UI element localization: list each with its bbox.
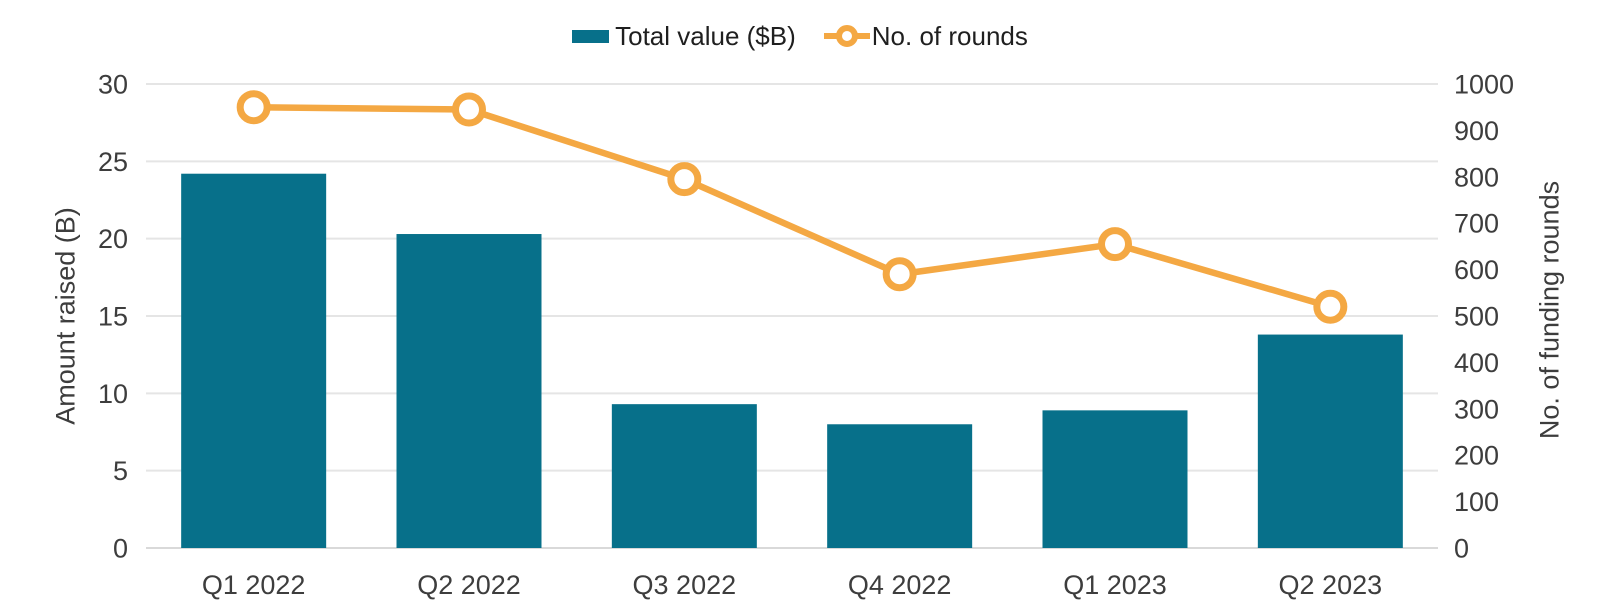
legend-item-rounds: No. of rounds <box>823 20 1028 52</box>
x-label-q3-2022: Q3 2022 <box>633 570 737 600</box>
x-label-q4-2022: Q4 2022 <box>848 570 952 600</box>
right-tick-label: 400 <box>1454 348 1499 378</box>
left-tick-label: 25 <box>98 147 128 177</box>
left-axis-title: Amount raised (B) <box>50 207 81 425</box>
left-tick-label: 5 <box>113 456 128 486</box>
bar-q1-2022 <box>181 173 327 548</box>
x-axis-labels: Q1 2022 Q2 2022 Q3 2022 Q4 2022 Q1 2023 Q2 20… <box>202 570 1382 600</box>
right-tick-label: 0 <box>1454 534 1469 564</box>
legend-label-total-value: Total value ($B) <box>615 20 796 51</box>
right-tick-label: 100 <box>1454 487 1499 517</box>
x-label-q1-2022: Q1 2022 <box>202 570 306 600</box>
line-series-swatch <box>823 24 870 48</box>
rounds-marker-q4-2022 <box>882 257 917 292</box>
bar-series <box>181 173 1403 548</box>
bar-q4-2022 <box>827 424 973 548</box>
right-tick-label: 700 <box>1454 209 1499 239</box>
bar-q3-2022 <box>611 404 757 548</box>
bar-q1-2023 <box>1042 410 1188 548</box>
legend-item-total-value: Total value ($B) <box>572 21 796 52</box>
left-tick-label: 10 <box>98 379 128 409</box>
rounds-marker-q2-2022 <box>452 92 486 127</box>
right-tick-label: 900 <box>1454 116 1499 146</box>
right-tick-label: 300 <box>1454 394 1499 424</box>
right-axis-title: No. of funding rounds <box>1534 180 1565 440</box>
right-tick-label: 600 <box>1454 255 1499 285</box>
rounds-marker-q3-2022 <box>667 162 702 197</box>
left-tick-label: 15 <box>98 302 128 332</box>
left-tick-label: 30 <box>98 70 128 100</box>
right-tick-label: 800 <box>1454 162 1499 192</box>
x-label-q1-2023: Q1 2023 <box>1063 570 1167 600</box>
x-label-q2-2023: Q2 2023 <box>1279 570 1383 600</box>
rounds-marker-q1-2023 <box>1098 227 1132 262</box>
gridlines <box>146 83 1438 549</box>
rounds-line <box>250 103 1334 310</box>
legend-label-rounds: No. of rounds <box>871 20 1028 51</box>
right-axis-tick-labels: 0 100 200 300 400 500 600 700 800 900 1000 <box>1454 70 1514 564</box>
left-tick-label: 0 <box>113 534 128 564</box>
right-tick-label: 500 <box>1454 302 1499 332</box>
x-label-q2-2022: Q2 2022 <box>417 570 521 600</box>
right-tick-label: 1000 <box>1454 70 1514 100</box>
rounds-marker-q1-2022 <box>236 90 271 125</box>
left-axis-tick-labels: 0 5 10 15 20 25 30 <box>98 70 128 564</box>
marker-ring-icon <box>835 25 858 47</box>
bar-q2-2022 <box>396 234 542 548</box>
bar-series-swatch <box>572 29 610 43</box>
bar-q2-2023 <box>1257 334 1403 548</box>
left-tick-label: 20 <box>98 224 128 254</box>
line-series <box>236 90 1348 324</box>
right-tick-label: 200 <box>1454 441 1499 471</box>
rounds-marker-q2-2023 <box>1313 289 1348 324</box>
legend: Total value ($B) No. of rounds <box>0 20 1600 52</box>
